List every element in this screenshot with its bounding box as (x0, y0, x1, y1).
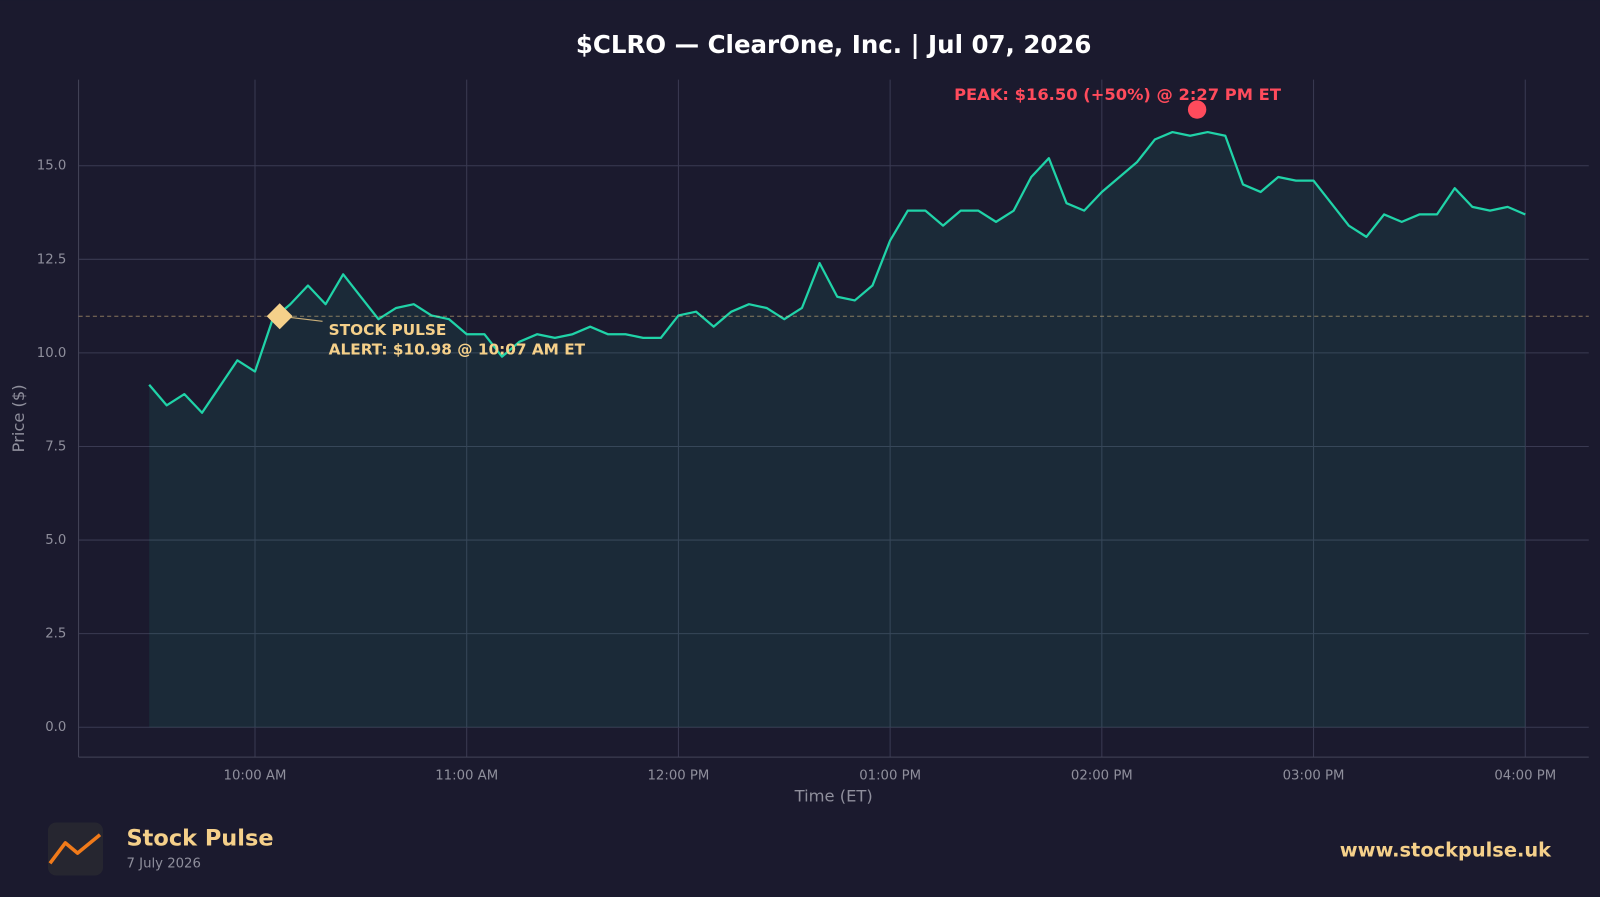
x-tick-label: 12:00 PM (648, 769, 710, 784)
x-tick-label: 03:00 PM (1283, 769, 1345, 784)
y-tick-label: 15.0 (37, 159, 67, 174)
x-tick-label: 11:00 AM (435, 769, 498, 784)
logo-box (47, 822, 104, 876)
y-axis-label: Price ($) (9, 384, 28, 452)
x-tick-label: 04:00 PM (1494, 769, 1556, 784)
x-tick-label: 01:00 PM (859, 769, 921, 784)
alert-marker (266, 303, 293, 330)
x-tick-label: 02:00 PM (1071, 769, 1133, 784)
y-tick-label: 12.5 (37, 252, 67, 267)
y-tick-label: 0.0 (45, 720, 66, 735)
peak-marker (1187, 100, 1207, 119)
y-tick-label: 2.5 (45, 627, 66, 642)
site-url: www.stockpulse.uk (1340, 839, 1552, 862)
area (149, 132, 1526, 728)
y-tick-label: 7.5 (45, 439, 66, 454)
x-axis-label: Time (ET) (794, 786, 873, 805)
x-tick-label: 10:00 AM (224, 769, 287, 784)
logo-icon (48, 833, 102, 865)
brand-name: Stock Pulse (127, 825, 274, 851)
logo (47, 822, 104, 876)
brand-date: 7 July 2026 (127, 856, 201, 871)
alert-label: ALERT: $10.98 @ 10:07 AM ET (329, 340, 586, 358)
price-line (148, 130, 1526, 414)
alert-label: STOCK PULSE (329, 321, 447, 339)
y-tick-label: 5.0 (45, 533, 66, 548)
y-tick-label: 10.0 (37, 346, 67, 361)
peak-label: PEAK: $16.50 (+50%) @ 2:27 PM ET (954, 85, 1282, 104)
chart-title: $CLRO — ClearOne, Inc. | Jul 07, 2026 (576, 30, 1092, 59)
